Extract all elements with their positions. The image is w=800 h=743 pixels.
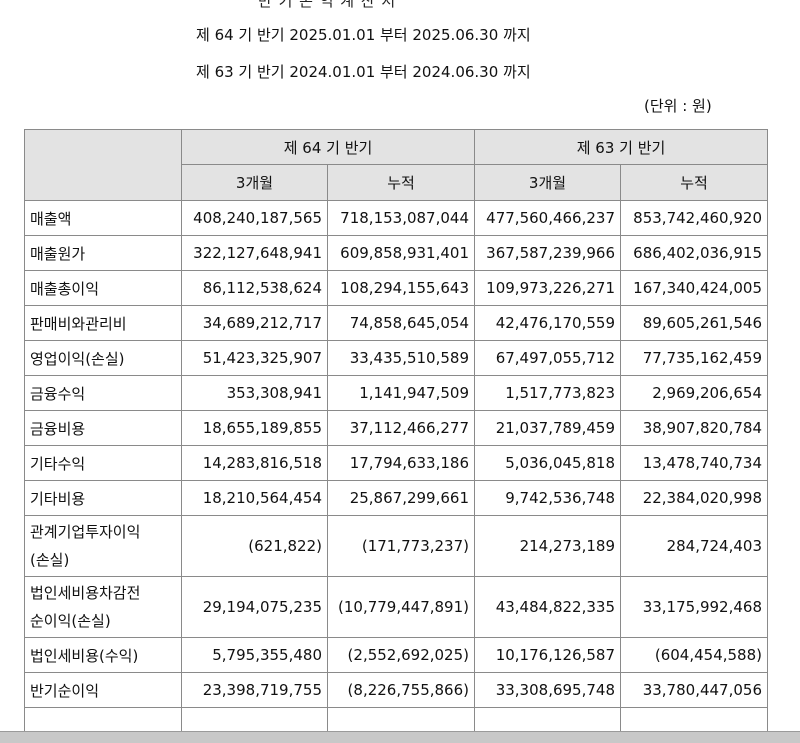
table-row: 영업이익(손실) 51,423,325,907 33,435,510,589 6… bbox=[24, 340, 768, 376]
cell-prior-cum: 38,907,820,784 bbox=[620, 410, 768, 446]
table-row: 금융비용 18,655,189,855 37,112,466,277 21,03… bbox=[24, 410, 768, 446]
cell-prior-cum: 33,175,992,468 bbox=[620, 576, 768, 638]
row-label: 금융수익 bbox=[24, 375, 182, 411]
row-label: 매출액 bbox=[24, 200, 182, 236]
cell-current-3m: 322,127,648,941 bbox=[181, 235, 328, 271]
row-label-line1: 법인세비용차감전 bbox=[30, 584, 141, 602]
row-label: 판매비와관리비 bbox=[24, 305, 182, 341]
table-row: 기타수익 14,283,816,518 17,794,633,186 5,036… bbox=[24, 445, 768, 481]
header-prior-period: 제 63 기 반기 bbox=[474, 129, 768, 165]
subheader-prior-3m: 3개월 bbox=[474, 164, 621, 201]
cell-current-3m: 29,194,075,235 bbox=[181, 576, 328, 638]
row-label: 금융비용 bbox=[24, 410, 182, 446]
cell-current-cum: 1,141,947,509 bbox=[327, 375, 475, 411]
subheader-prior-cum: 누적 bbox=[620, 164, 768, 201]
cell-prior-cum: 13,478,740,734 bbox=[620, 445, 768, 481]
cell-prior-3m: 21,037,789,459 bbox=[474, 410, 621, 446]
cell-current-cum: (10,779,447,891) bbox=[327, 576, 475, 638]
statement-title-cut: 반 기 손 익 계 산 서 bbox=[258, 0, 397, 10]
row-label: 영업이익(손실) bbox=[24, 340, 182, 376]
row-label: 기타비용 bbox=[24, 480, 182, 516]
unit-label: (단위 : 원) bbox=[644, 97, 712, 115]
row-label: 매출원가 bbox=[24, 235, 182, 271]
cell-current-cum: 17,794,633,186 bbox=[327, 445, 475, 481]
cell-current-cum: 609,858,931,401 bbox=[327, 235, 475, 271]
row-label-line2: (손실) bbox=[30, 551, 70, 569]
cell-prior-3m: 67,497,055,712 bbox=[474, 340, 621, 376]
table-row: 금융수익 353,308,941 1,141,947,509 1,517,773… bbox=[24, 375, 768, 411]
cell-current-3m: 34,689,212,717 bbox=[181, 305, 328, 341]
cell-prior-cum: 33,780,447,056 bbox=[620, 672, 768, 708]
cell-current-3m: 86,112,538,624 bbox=[181, 270, 328, 306]
cell-current-cum: 108,294,155,643 bbox=[327, 270, 475, 306]
table-row: 법인세비용(수익) 5,795,355,480 (2,552,692,025) … bbox=[24, 637, 768, 673]
header-corner bbox=[24, 129, 182, 201]
cell-prior-3m: 33,308,695,748 bbox=[474, 672, 621, 708]
cell-current-cum: 74,858,645,054 bbox=[327, 305, 475, 341]
window-bottom-edge bbox=[0, 731, 800, 743]
cell-current-3m: (621,822) bbox=[181, 515, 328, 577]
cell-prior-3m: 5,036,045,818 bbox=[474, 445, 621, 481]
cell-current-3m: 353,308,941 bbox=[181, 375, 328, 411]
table-row: 매출액 408,240,187,565 718,153,087,044 477,… bbox=[24, 200, 768, 236]
cell-prior-3m: 477,560,466,237 bbox=[474, 200, 621, 236]
cell-current-3m: 5,795,355,480 bbox=[181, 637, 328, 673]
cell-current-3m: 18,210,564,454 bbox=[181, 480, 328, 516]
period-prior: 제 63 기 반기 2024.01.01 부터 2024.06.30 까지 bbox=[196, 63, 531, 81]
cell-current-cum: (171,773,237) bbox=[327, 515, 475, 577]
income-statement-table: 제 64 기 반기 제 63 기 반기 3개월 누적 3개월 누적 매출액 40… bbox=[24, 129, 768, 743]
cell-prior-cum: (604,454,588) bbox=[620, 637, 768, 673]
row-label-line1: 관계기업투자이익 bbox=[30, 523, 141, 541]
cell-current-cum: 718,153,087,044 bbox=[327, 200, 475, 236]
cell-prior-cum: 284,724,403 bbox=[620, 515, 768, 577]
cell-prior-cum: 77,735,162,459 bbox=[620, 340, 768, 376]
cell-current-3m: 23,398,719,755 bbox=[181, 672, 328, 708]
cell-prior-3m: 10,176,126,587 bbox=[474, 637, 621, 673]
row-label: 기타수익 bbox=[24, 445, 182, 481]
subheader-current-cum: 누적 bbox=[327, 164, 475, 201]
row-label: 법인세비용(수익) bbox=[24, 637, 182, 673]
cell-prior-cum: 2,969,206,654 bbox=[620, 375, 768, 411]
cell-current-3m: 18,655,189,855 bbox=[181, 410, 328, 446]
cell-current-3m: 14,283,816,518 bbox=[181, 445, 328, 481]
cell-prior-cum: 853,742,460,920 bbox=[620, 200, 768, 236]
cell-prior-3m: 109,973,226,271 bbox=[474, 270, 621, 306]
cell-current-cum: (2,552,692,025) bbox=[327, 637, 475, 673]
row-label: 관계기업투자이익 (손실) bbox=[24, 515, 182, 577]
table-row: 기타비용 18,210,564,454 25,867,299,661 9,742… bbox=[24, 480, 768, 516]
cell-prior-cum: 89,605,261,546 bbox=[620, 305, 768, 341]
table-row: 매출총이익 86,112,538,624 108,294,155,643 109… bbox=[24, 270, 768, 306]
header-current-period: 제 64 기 반기 bbox=[181, 129, 475, 165]
table-row: 관계기업투자이익 (손실) (621,822) (171,773,237) 214… bbox=[24, 515, 768, 577]
cell-current-cum: (8,226,755,866) bbox=[327, 672, 475, 708]
period-current: 제 64 기 반기 2025.01.01 부터 2025.06.30 까지 bbox=[196, 26, 531, 44]
cell-current-cum: 25,867,299,661 bbox=[327, 480, 475, 516]
table-row: 반기순이익 23,398,719,755 (8,226,755,866) 33,… bbox=[24, 672, 768, 708]
cell-current-3m: 408,240,187,565 bbox=[181, 200, 328, 236]
row-label: 반기순이익 bbox=[24, 672, 182, 708]
cell-prior-3m: 9,742,536,748 bbox=[474, 480, 621, 516]
row-label: 매출총이익 bbox=[24, 270, 182, 306]
cell-prior-3m: 367,587,239,966 bbox=[474, 235, 621, 271]
row-label-line2: 순이익(손실) bbox=[30, 612, 111, 630]
cell-prior-cum: 22,384,020,998 bbox=[620, 480, 768, 516]
cell-prior-3m: 43,484,822,335 bbox=[474, 576, 621, 638]
cell-prior-3m: 214,273,189 bbox=[474, 515, 621, 577]
cell-current-cum: 33,435,510,589 bbox=[327, 340, 475, 376]
cell-prior-3m: 42,476,170,559 bbox=[474, 305, 621, 341]
cell-current-3m: 51,423,325,907 bbox=[181, 340, 328, 376]
table-row: 판매비와관리비 34,689,212,717 74,858,645,054 42… bbox=[24, 305, 768, 341]
cell-prior-cum: 167,340,424,005 bbox=[620, 270, 768, 306]
subheader-current-3m: 3개월 bbox=[181, 164, 328, 201]
cell-current-cum: 37,112,466,277 bbox=[327, 410, 475, 446]
table-row: 매출원가 322,127,648,941 609,858,931,401 367… bbox=[24, 235, 768, 271]
cell-prior-3m: 1,517,773,823 bbox=[474, 375, 621, 411]
cell-prior-cum: 686,402,036,915 bbox=[620, 235, 768, 271]
